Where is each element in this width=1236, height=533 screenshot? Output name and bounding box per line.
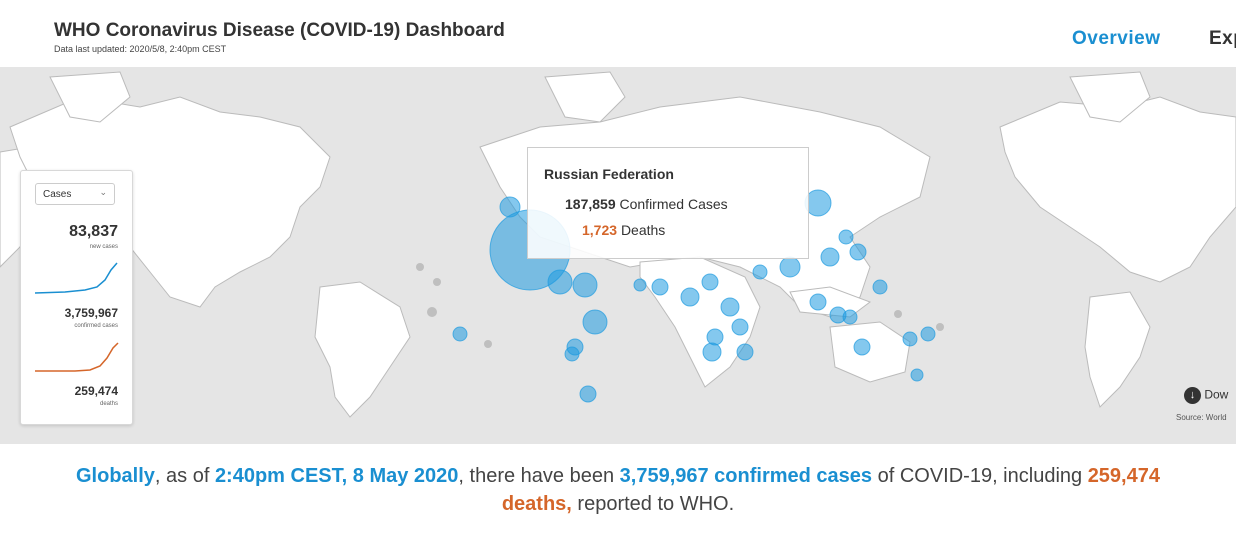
world-map[interactable]: Russian Federation 187,859 Confirmed Cas… xyxy=(0,67,1236,444)
new-cases-value: 83,837 xyxy=(69,223,118,240)
land-north-america-right xyxy=(999,96,1236,283)
land-south-america xyxy=(314,281,411,418)
land-south-america-right xyxy=(1084,291,1151,408)
bubble-mexico xyxy=(547,269,573,295)
tooltip-confirmed: 187,859 Confirmed Cases xyxy=(565,196,728,212)
summary-text-3: of COVID-19, including xyxy=(872,465,1088,487)
nav-overview[interactable]: Overview xyxy=(1072,28,1161,49)
page-title: WHO Coronavirus Disease (COVID-19) Dashb… xyxy=(54,20,505,41)
land-africa xyxy=(639,256,761,388)
bubble-europe-3 xyxy=(701,273,719,291)
bubble-europe-4 xyxy=(720,297,740,317)
bubble-pacific-1 xyxy=(902,331,918,347)
new-cases-label: new cases xyxy=(89,244,118,250)
bubble-mid-atlantic xyxy=(633,278,647,292)
bubble-india xyxy=(779,256,801,278)
bubble-china xyxy=(820,247,840,267)
deaths-label: deaths xyxy=(99,401,118,407)
download-button[interactable]: ↓ Dow xyxy=(1184,387,1228,404)
bubble-japan xyxy=(849,243,867,261)
summary-deaths-number: 259,474 xyxy=(1087,465,1160,487)
bubble-hawaii xyxy=(452,326,468,342)
map-source: Source: World xyxy=(1176,413,1227,422)
download-label: Dow xyxy=(1204,387,1229,402)
stats-panel: Cases ⌄ 83,837 new cases 3,759,967 confi… xyxy=(20,170,133,425)
land-greenland xyxy=(49,71,131,123)
grey-bubbles xyxy=(416,263,944,348)
bubble-brazil xyxy=(582,309,608,335)
confirmed-sparkline xyxy=(35,342,119,372)
summary-globally[interactable]: Globally xyxy=(76,465,155,487)
metric-select[interactable]: Cases ⌄ xyxy=(35,183,115,205)
bubble-argentina xyxy=(564,346,580,362)
bubble-africa-2 xyxy=(731,318,749,336)
tooltip-confirmed-label: Confirmed Cases xyxy=(619,196,728,212)
nav-explore[interactable]: Exp xyxy=(1209,28,1236,49)
bubble-philippines xyxy=(872,279,888,295)
summary-text-1: , as of xyxy=(154,465,215,487)
country-tooltip: Russian Federation 187,859 Confirmed Cas… xyxy=(527,147,809,259)
summary-text-2: , there have been xyxy=(458,465,620,487)
land-greenland-mid xyxy=(544,71,626,123)
confirmed-value: 3,759,967 xyxy=(64,306,118,320)
bubble-pacific-2 xyxy=(920,326,936,342)
land-australia xyxy=(829,321,911,383)
metric-select-value: Cases xyxy=(43,189,72,200)
summary-date: 2:40pm CEST, 8 May 2020 xyxy=(214,465,459,487)
bubble-korea xyxy=(838,229,854,245)
summary-confirmed: 3,759,967 confirmed cases xyxy=(619,465,873,487)
tooltip-deaths-label: Deaths xyxy=(620,222,666,238)
bubble-indonesia xyxy=(842,309,858,325)
bubble-africa-1 xyxy=(706,328,724,346)
bubble-europe-1 xyxy=(651,278,669,296)
tooltip-deaths-value: 1,723 xyxy=(582,222,618,238)
bubble-europe-2 xyxy=(680,287,700,307)
bubble-australia xyxy=(853,338,871,356)
tooltip-confirmed-value: 187,859 xyxy=(565,196,616,212)
confirmed-label: confirmed cases xyxy=(74,323,118,329)
land-greenland-right xyxy=(1069,71,1151,123)
bubble-africa-3 xyxy=(702,342,722,362)
bubble-mideast xyxy=(752,264,768,280)
bubble-nz xyxy=(910,368,924,382)
tooltip-deaths: 1,723 Deaths xyxy=(582,222,665,238)
summary-deaths-word: deaths, xyxy=(501,493,572,515)
global-summary: Globally, as of 2:40pm CEST, 8 May 2020,… xyxy=(0,462,1236,518)
summary-text-4: reported to WHO. xyxy=(571,493,735,515)
last-updated: Data last updated: 2020/5/8, 2:40pm CEST xyxy=(54,44,227,54)
bubble-central xyxy=(572,272,598,298)
bubble-canada xyxy=(499,196,521,218)
chevron-down-icon: ⌄ xyxy=(99,187,107,197)
bubble-south-africa xyxy=(736,343,754,361)
deaths-value: 259,474 xyxy=(74,384,118,398)
download-icon: ↓ xyxy=(1184,387,1201,404)
tooltip-country: Russian Federation xyxy=(544,166,674,182)
new-cases-sparkline xyxy=(35,262,118,294)
bubble-chile xyxy=(579,385,597,403)
bubble-sea-1 xyxy=(809,293,827,311)
